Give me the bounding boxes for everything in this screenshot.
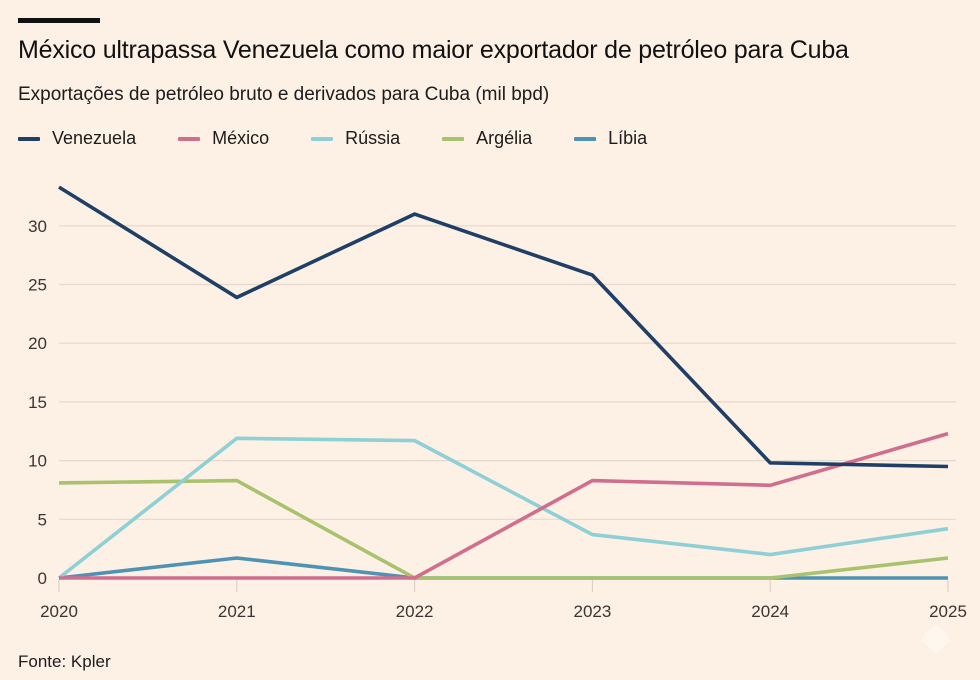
legend-swatch-mexico [178,136,201,141]
legend-item-algeria: Argélia [442,128,532,149]
y-tick-label: 25 [28,276,47,295]
chart-subtitle: Exportações de petróleo bruto e derivado… [18,84,550,105]
legend-item-libya: Líbia [574,128,647,149]
y-axis-ticks: 0 5 10 15 20 25 30 [28,217,47,588]
legend-label-russia: Rússia [345,128,401,148]
y-tick-label: 15 [28,393,47,412]
legend-swatch-russia [311,136,334,141]
source-note: Fonte: Kpler [18,652,111,671]
series-line-argelia [58,478,949,580]
series-line-venezuela [58,185,949,469]
legend-swatch-libya [574,136,597,141]
x-tick-label: 2022 [396,602,434,621]
series-line-libia [58,556,948,580]
legend-swatch-algeria [442,136,465,141]
legend-label-mexico: México [212,128,270,148]
x-tick-label: 2021 [218,602,256,621]
legend-swatch-venezuela [18,136,40,141]
legend-item-russia: Rússia [311,128,400,149]
x-tick-label: 2025 [929,602,967,621]
y-tick-label: 10 [28,452,47,471]
legend: Venezuela México Rússia Argélia Líbia [18,128,689,149]
legend-label-venezuela: Venezuela [52,128,137,148]
x-tick-label: 2024 [751,602,789,621]
legend-label-algeria: Argélia [476,128,533,148]
x-tick-label: 2020 [40,602,78,621]
x-tick-label: 2023 [573,602,611,621]
x-axis-ticks: 2020 2021 2022 2023 2024 2025 [40,580,967,621]
y-tick-label: 30 [28,217,47,236]
legend-item-mexico: México [178,128,269,149]
brand-bar [18,18,100,23]
y-tick-label: 5 [38,510,47,529]
series-line-russia [57,436,949,580]
legend-label-libya: Líbia [608,128,648,148]
y-tick-label: 20 [28,334,47,353]
legend-item-venezuela: Venezuela [18,128,136,149]
chart-title: México ultrapassa Venezuela como maior e… [18,36,849,64]
y-tick-label: 0 [38,569,47,588]
series-lines [57,185,949,580]
series-line-mexico [59,431,949,580]
